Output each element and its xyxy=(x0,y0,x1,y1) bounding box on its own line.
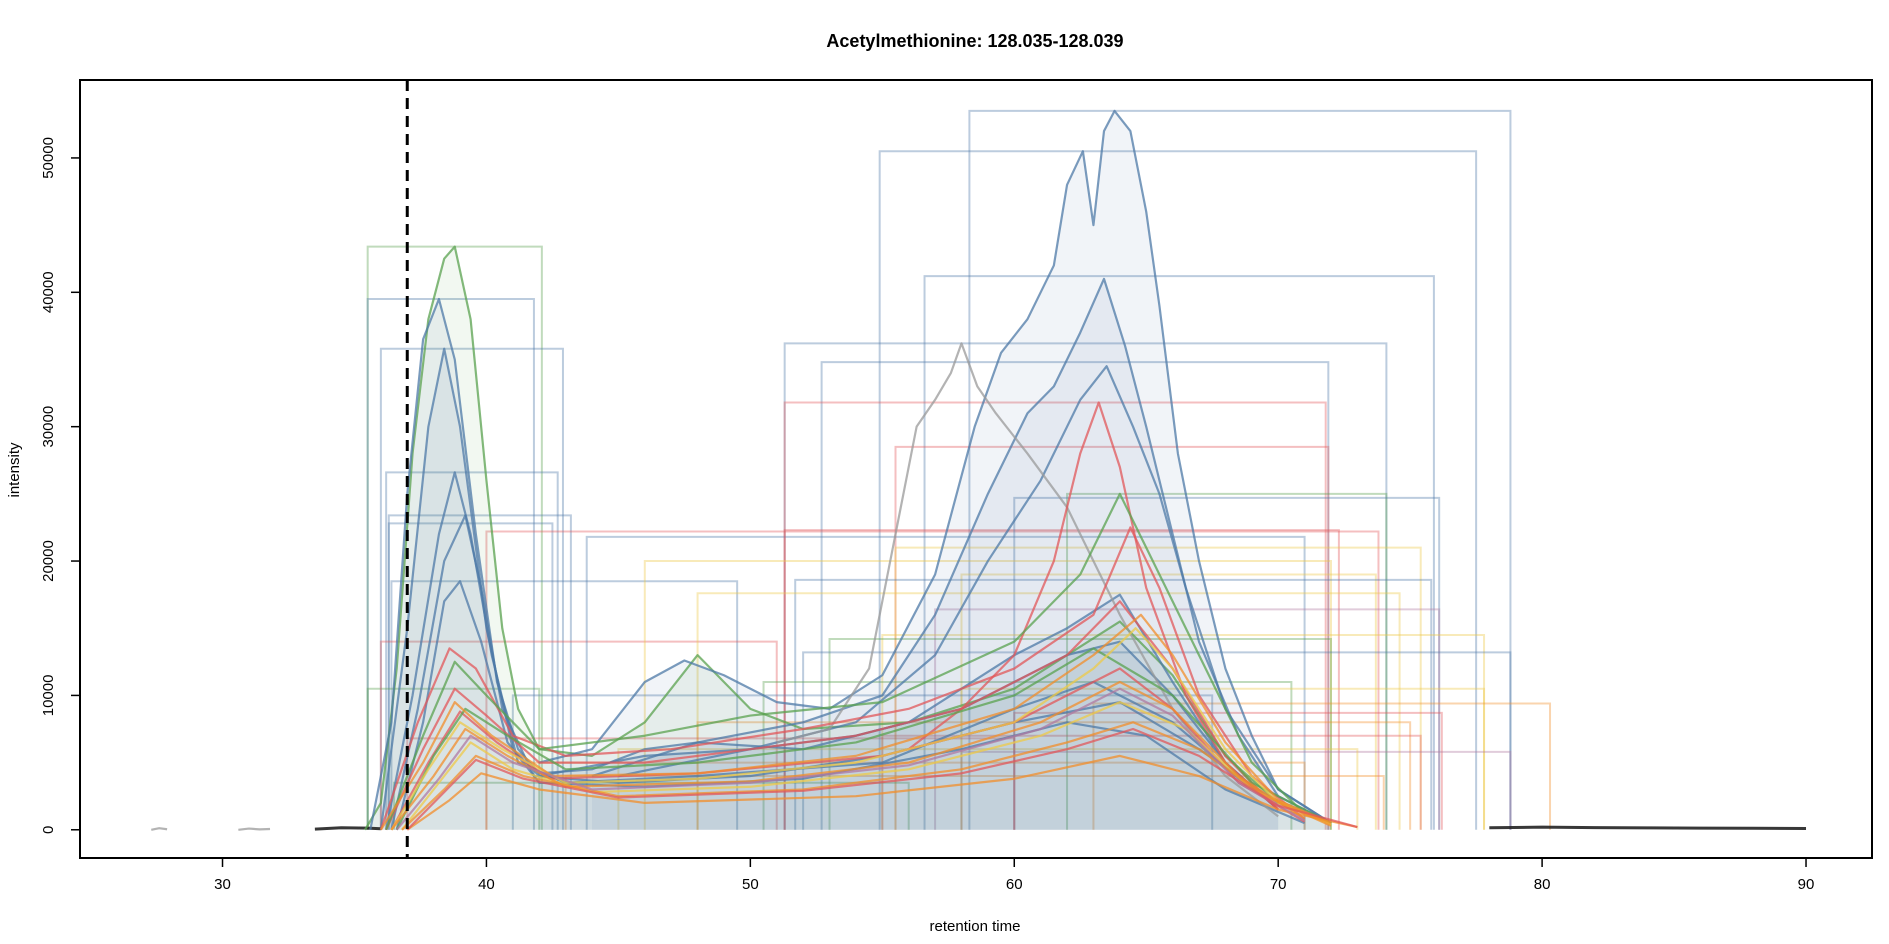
series-line xyxy=(390,514,1279,831)
series-line xyxy=(369,297,1279,830)
series-line xyxy=(395,580,1306,831)
series-line xyxy=(379,526,1306,831)
peak-box xyxy=(485,761,1306,830)
plot-area xyxy=(151,80,1807,858)
x-tick-label: 70 xyxy=(1270,876,1287,893)
peak-box xyxy=(379,640,778,830)
peak-box xyxy=(894,445,1330,830)
series-line xyxy=(364,245,1332,831)
series-line xyxy=(401,721,1332,831)
x-tick-label: 30 xyxy=(214,876,231,893)
series-line xyxy=(538,109,1332,824)
series-line xyxy=(1489,825,1807,830)
peak-box xyxy=(968,109,1512,830)
x-tick-label: 90 xyxy=(1798,876,1815,893)
peak-box xyxy=(366,687,541,830)
peak-box xyxy=(393,781,910,830)
peak-box xyxy=(387,514,572,830)
y-tick-label: 20000 xyxy=(40,540,57,582)
series-line xyxy=(151,827,168,831)
series-line xyxy=(395,687,1306,831)
series-line xyxy=(406,754,1358,831)
peak-box xyxy=(820,361,1330,830)
y-tick-label: 0 xyxy=(40,826,57,834)
peak-box xyxy=(387,522,554,830)
series-line xyxy=(618,365,1332,824)
series-line xyxy=(390,680,1306,831)
peak-box xyxy=(366,298,535,830)
y-tick-label: 30000 xyxy=(40,406,57,448)
peak-box xyxy=(881,633,1486,830)
series-line xyxy=(238,827,271,831)
x-axis-label: retention time xyxy=(930,918,1021,935)
x-tick-label: 60 xyxy=(1006,876,1023,893)
series-line xyxy=(908,401,1279,811)
peak-box xyxy=(960,687,1486,830)
series-line xyxy=(385,492,1306,831)
x-axis: 30 40 50 60 70 80 90 xyxy=(214,857,1815,893)
peak-box xyxy=(783,342,1388,830)
series-area xyxy=(539,110,1331,830)
peak-box xyxy=(385,471,559,830)
peak-box xyxy=(379,347,564,830)
series-line xyxy=(395,647,1332,831)
y-axis-label: intensity xyxy=(6,442,23,498)
y-tick-label: 10000 xyxy=(40,675,57,717)
plot-frame xyxy=(79,79,1873,859)
peak-box xyxy=(783,401,1327,830)
series-area xyxy=(380,348,1279,830)
peak-box xyxy=(960,573,1377,830)
x-tick-label: 50 xyxy=(742,876,759,893)
peak-box xyxy=(1066,492,1388,830)
peak-box xyxy=(1092,702,1552,830)
series-line xyxy=(406,727,1358,831)
peak-box xyxy=(696,592,1401,830)
x-tick-label: 40 xyxy=(478,876,495,893)
y-tick-label: 40000 xyxy=(40,271,57,313)
y-axis: 0 10000 20000 30000 40000 50000 xyxy=(40,137,80,834)
peak-box xyxy=(878,150,1478,830)
series-line xyxy=(379,613,1332,831)
series-line xyxy=(390,627,1332,831)
y-tick-label: 50000 xyxy=(40,137,57,179)
peak-box xyxy=(564,775,1385,830)
x-tick-label: 80 xyxy=(1534,876,1551,893)
peak-box xyxy=(485,530,1380,830)
series-line xyxy=(314,826,381,831)
series-line xyxy=(379,347,1279,830)
chart-title: Acetylmethionine: 128.035-128.039 xyxy=(826,31,1123,51)
peak-box xyxy=(923,275,1435,830)
peak-box xyxy=(828,637,1332,830)
peak-box xyxy=(762,680,1293,830)
peak-box xyxy=(1013,496,1441,830)
series-line xyxy=(776,342,1279,818)
